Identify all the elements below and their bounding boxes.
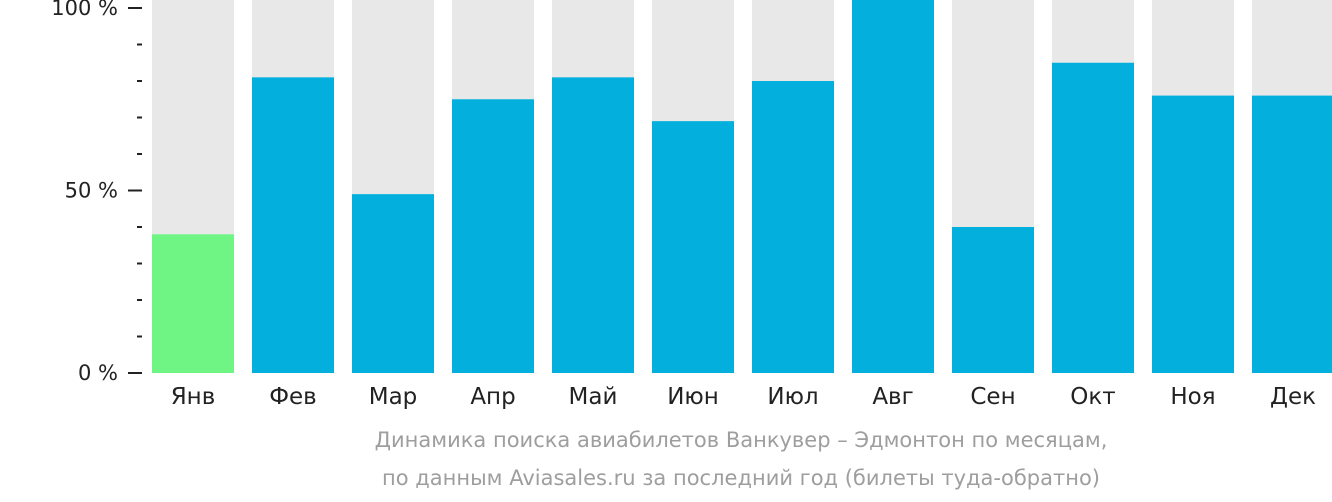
- x-tick-label: Май: [569, 384, 618, 410]
- bar: [252, 77, 334, 373]
- y-tick-label: 50 %: [65, 179, 118, 203]
- x-tick-label: Окт: [1070, 384, 1115, 410]
- x-tick-label: Ноя: [1170, 384, 1215, 410]
- x-tick-label: Июл: [767, 384, 818, 410]
- y-tick-label: 0 %: [78, 361, 118, 385]
- caption-line-1: Динамика поиска авиабилетов Ванкувер – Э…: [374, 428, 1108, 452]
- x-tick-label: Янв: [171, 384, 216, 410]
- bar: [452, 99, 534, 373]
- x-tick-label: Авг: [872, 384, 913, 410]
- x-tick-label: Июн: [667, 384, 719, 410]
- bar: [752, 81, 834, 373]
- caption-line-2: по данным Aviasales.ru за последний год …: [382, 466, 1100, 490]
- x-axis: Янв Фев Мар Апр Май Июн Июл Авг Сен Окт Ноя Дек: [171, 384, 1316, 410]
- x-tick-label: Мар: [369, 384, 418, 410]
- x-tick-label: Фев: [269, 384, 317, 410]
- bar: [152, 234, 234, 373]
- bar: [952, 227, 1034, 373]
- bar: [1052, 62, 1134, 373]
- x-tick-label: Сен: [970, 384, 1015, 410]
- bar: [552, 77, 634, 373]
- bar-chart: 0 % 50 % 100 % Янв Фев Мар Апр Май Июн Июл Авг Сен…: [51, 0, 1332, 410]
- bar: [352, 194, 434, 373]
- y-axis: 0 % 50 % 100 %: [51, 0, 142, 385]
- bar: [1152, 95, 1234, 373]
- bar: [852, 0, 934, 373]
- x-tick-label: Апр: [470, 384, 515, 410]
- bar: [652, 121, 734, 374]
- bar: [1252, 95, 1332, 373]
- bars: [152, 0, 1332, 374]
- x-tick-label: Дек: [1270, 384, 1316, 410]
- y-tick-label: 100 %: [51, 0, 118, 20]
